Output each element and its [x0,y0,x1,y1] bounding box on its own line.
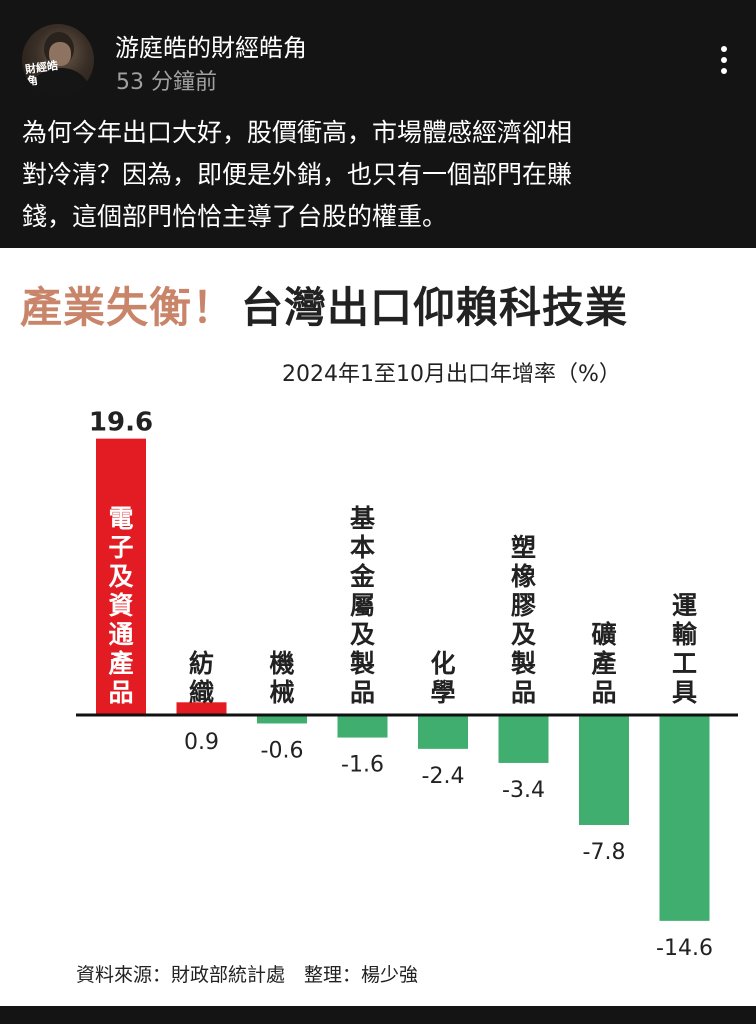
chart-bar [96,438,146,715]
chart-category-label: 礦產品 [591,620,616,707]
chart-value-label: -3.4 [502,778,545,803]
chart-category-label: 機械 [269,649,294,707]
chart-value-label: -0.6 [261,738,304,763]
post-text: 為何今年出口大好，股價衝高，市場體感經濟卻相 對冷清？因為，即便是外銷，也只有一… [22,112,722,238]
post-timestamp: 53 分鐘前 [116,70,217,95]
chart-value-label: -7.8 [583,840,626,865]
chart-bar [659,715,710,921]
more-vertical-icon[interactable] [708,40,740,80]
avatar[interactable]: 財經皓角 [22,24,94,96]
post-header: 財經皓角 游庭皓的財經皓角 53 分鐘前 [0,0,756,100]
post-text-line: 錢，這個部門恰恰主導了台股的權重。 [22,202,448,231]
chart-title: 產業失衡！ 台灣出口仰賴科技業 [20,274,628,335]
bar-chart: 19.6 電子及資通產品 0.9 紡織 -0.6 機械 -1.6 基本金屬及製品 -2.4 化學 -… [76,408,738,961]
chart-bar [257,715,307,724]
chart-value-label: 0.9 [184,730,219,755]
avatar-logo-text: 財經皓角 [24,58,59,89]
chart-value-label: -2.4 [422,764,465,789]
author-name[interactable]: 游庭皓的財經皓角 [115,34,307,62]
chart-value-label: 19.6 [89,408,153,438]
post-image[interactable]: 產業失衡！ 台灣出口仰賴科技業 2024年1至10月出口年增率（%） 19.6 電子… [0,248,756,1006]
chart-category-label: 化學 [430,649,455,707]
menu-dot [721,68,727,74]
menu-dot [721,46,727,52]
menu-dot [721,57,727,63]
chart-category-label: 塑橡膠及製品 [510,533,536,707]
chart-category-label: 電子及資通產品 [108,504,133,707]
post-text-line: 對冷清？因為，即便是外銷，也只有一個部門在賺 [22,160,573,189]
chart-value-label: -1.6 [341,753,384,778]
chart-subtitle: 2024年1至10月出口年增率（%） [282,362,621,387]
chart-bar [418,715,468,749]
chart-bar [337,715,388,738]
chart-source: 資料來源：財政部統計處 整理：楊少強 [76,964,419,986]
chart-category-label: 基本金屬及製品 [349,504,376,707]
chart-bar [498,715,549,763]
chart-title-highlight: 產業失衡！ [20,283,236,332]
chart-category-label: 紡織 [189,649,214,707]
post-text-line: 為何今年出口大好，股價衝高，市場體感經濟卻相 [22,118,573,147]
chart-bar [579,715,629,825]
chart-category-label: 運輸工具 [672,591,698,707]
chart-bar [176,702,227,715]
chart-value-label: -14.6 [656,936,713,961]
chart-title-main: 台灣出口仰賴科技業 [241,283,629,332]
avatar-face [49,42,71,66]
bottom-strip [0,1006,756,1024]
